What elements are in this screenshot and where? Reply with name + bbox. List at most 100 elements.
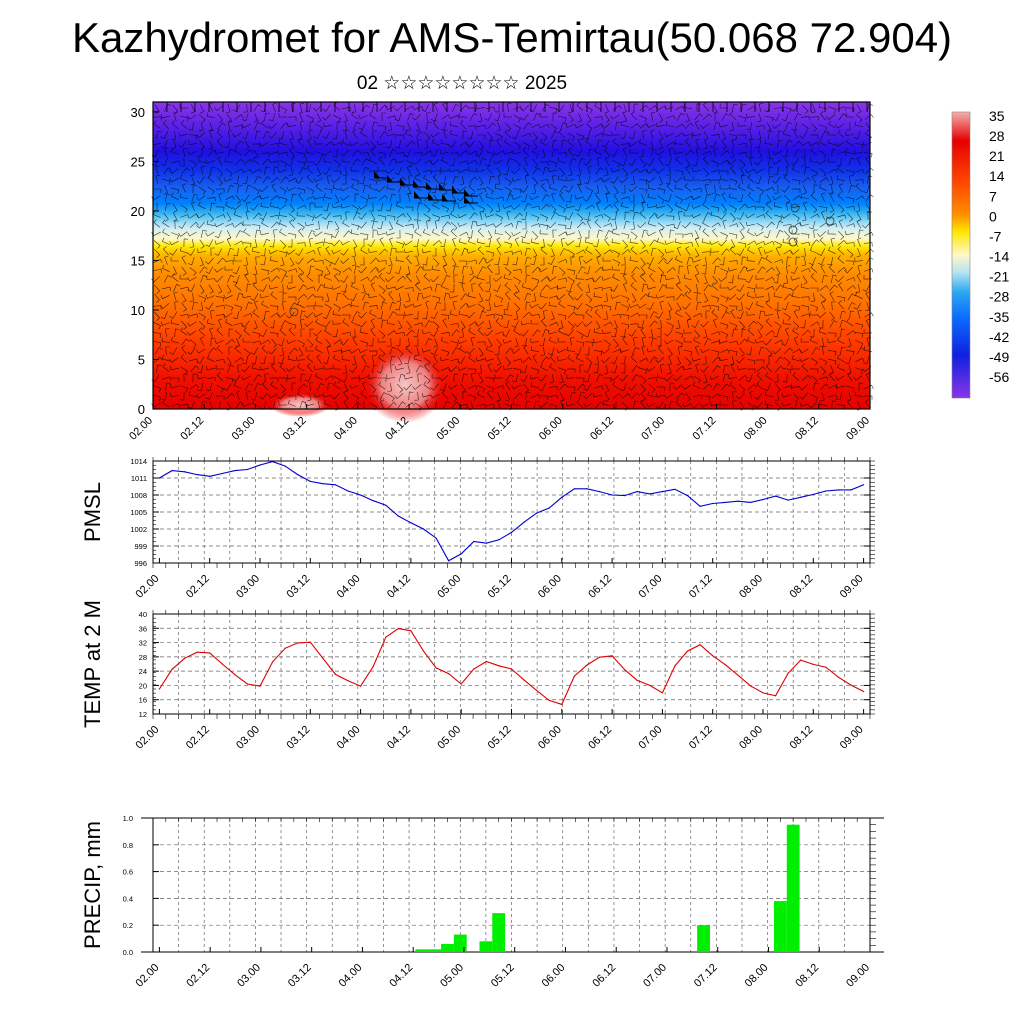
colorbar-label: 21: [989, 148, 1005, 164]
x-tick-label: 04.12: [385, 573, 413, 601]
x-tick-label: 02.00: [134, 962, 162, 990]
x-tick-label: 06.00: [540, 962, 568, 990]
data-point: [586, 488, 588, 490]
jet-pennants: [374, 171, 478, 204]
x-tick-label: 03.12: [286, 962, 314, 990]
x-tick-label: 04.12: [385, 724, 413, 752]
colorbar-label: -14: [989, 249, 1009, 265]
data-point: [183, 657, 186, 659]
data-point: [837, 676, 840, 678]
x-tick-label: 05.12: [486, 724, 514, 752]
x-tick-label: 09.00: [838, 573, 866, 601]
data-point: [774, 495, 777, 497]
x-tick-label: 08.00: [742, 415, 770, 443]
colorbar-label: -35: [989, 309, 1009, 325]
y-tick-label: 28: [139, 653, 147, 662]
x-tick-label: 09.00: [844, 415, 872, 443]
data-point: [624, 494, 626, 497]
x-tick-label: 05.00: [435, 573, 463, 601]
x-tick-label: 07.00: [637, 573, 665, 601]
data-point: [536, 689, 538, 692]
data-point: [598, 656, 601, 658]
x-tick-label: 04.00: [332, 415, 360, 443]
data-point: [762, 692, 764, 694]
data-point: [473, 540, 475, 543]
x-tick-label: 03.00: [234, 573, 262, 601]
x-tick-label: 08.12: [793, 415, 821, 443]
data-point: [661, 491, 663, 493]
calm-marker: [289, 307, 299, 317]
data-point: [611, 494, 613, 496]
x-tick-label: 08.12: [793, 962, 821, 990]
data-point: [611, 655, 613, 657]
pmsl-panel: 1014 1011 1008 1005 1002 999 996 02.00 02.12 03.0…: [80, 457, 875, 601]
data-point: [297, 474, 299, 476]
y-tick-label: 1.0: [123, 814, 133, 823]
x-tick-label: 03.00: [230, 415, 258, 443]
colorbar-label: 35: [989, 108, 1005, 124]
precip-bar: [479, 941, 493, 952]
x-tick-label: 02.12: [184, 724, 212, 752]
wind-barbs: [151, 102, 874, 411]
colorbar-scale: [951, 111, 971, 399]
precip-bar: [697, 925, 710, 952]
data-point: [385, 636, 387, 638]
x-tick-label: 07.12: [692, 962, 720, 990]
data-point: [862, 690, 865, 693]
data-point: [397, 628, 399, 630]
calm-marker: [788, 225, 798, 235]
data-point: [548, 507, 550, 509]
colorbar-label: -49: [989, 349, 1009, 365]
x-tick-label: 06.00: [536, 724, 564, 752]
data-point: [360, 494, 362, 496]
y-tick-label: 16: [139, 696, 147, 705]
data-point: [259, 464, 261, 466]
x-tick-label: 06.12: [586, 573, 614, 601]
x-tick-label: 04.00: [335, 724, 363, 752]
colorbar-label: -21: [989, 269, 1009, 285]
data-point: [523, 521, 525, 523]
y-tick-label: 999: [134, 542, 147, 551]
x-tick-label: 05.00: [434, 415, 462, 443]
precip-bar: [492, 913, 506, 952]
data-point: [422, 528, 425, 530]
x-tick-label: 07.00: [639, 415, 667, 443]
data-point: [649, 493, 651, 495]
data-point: [422, 650, 425, 652]
x-tick-label: 02.00: [134, 573, 162, 601]
data-point: [636, 491, 638, 493]
data-point: [460, 683, 462, 685]
chart-title: Kazhydromet for AMS-Temirtau(50.068 72.9…: [71, 14, 953, 61]
x-tick-label: 03.00: [235, 962, 263, 990]
data-point: [686, 494, 689, 497]
data-point: [762, 498, 764, 501]
data-point: [536, 512, 538, 514]
x-tick-label: 08.00: [737, 573, 765, 601]
data-point: [699, 505, 701, 507]
x-tick-label: 08.12: [787, 573, 815, 601]
x-tick-label: 05.00: [438, 962, 466, 990]
data-point: [209, 652, 211, 654]
data-point: [171, 470, 173, 472]
data-point: [774, 695, 777, 697]
warm-core: [270, 393, 330, 417]
x-tick-label: 03.12: [281, 415, 309, 443]
colorbar: 35 28 21 14 7 0 -7 -14 -21 -28 -35 -42 -49 -56: [951, 108, 1009, 399]
colorbar-label: 7: [989, 188, 997, 204]
x-tick-label: 04.00: [335, 573, 363, 601]
x-tick-label: 02.00: [127, 415, 155, 443]
data-point: [510, 668, 513, 670]
y-tick-label: 0.6: [123, 868, 133, 877]
colorbar-label: 0: [989, 208, 997, 224]
data-point: [271, 460, 274, 463]
x-tick-label: 02.00: [134, 724, 162, 752]
data-point: [812, 493, 814, 496]
x-tick-label: 07.00: [637, 724, 665, 752]
x-tick-label: 02.12: [184, 962, 212, 990]
data-point: [171, 668, 173, 670]
y-tick-label: 1008: [130, 491, 147, 500]
data-point: [196, 474, 198, 476]
x-tick-label: 03.12: [284, 573, 312, 601]
x-tick-label: 02.12: [178, 415, 206, 443]
x-tick-label: 05.12: [489, 962, 517, 990]
